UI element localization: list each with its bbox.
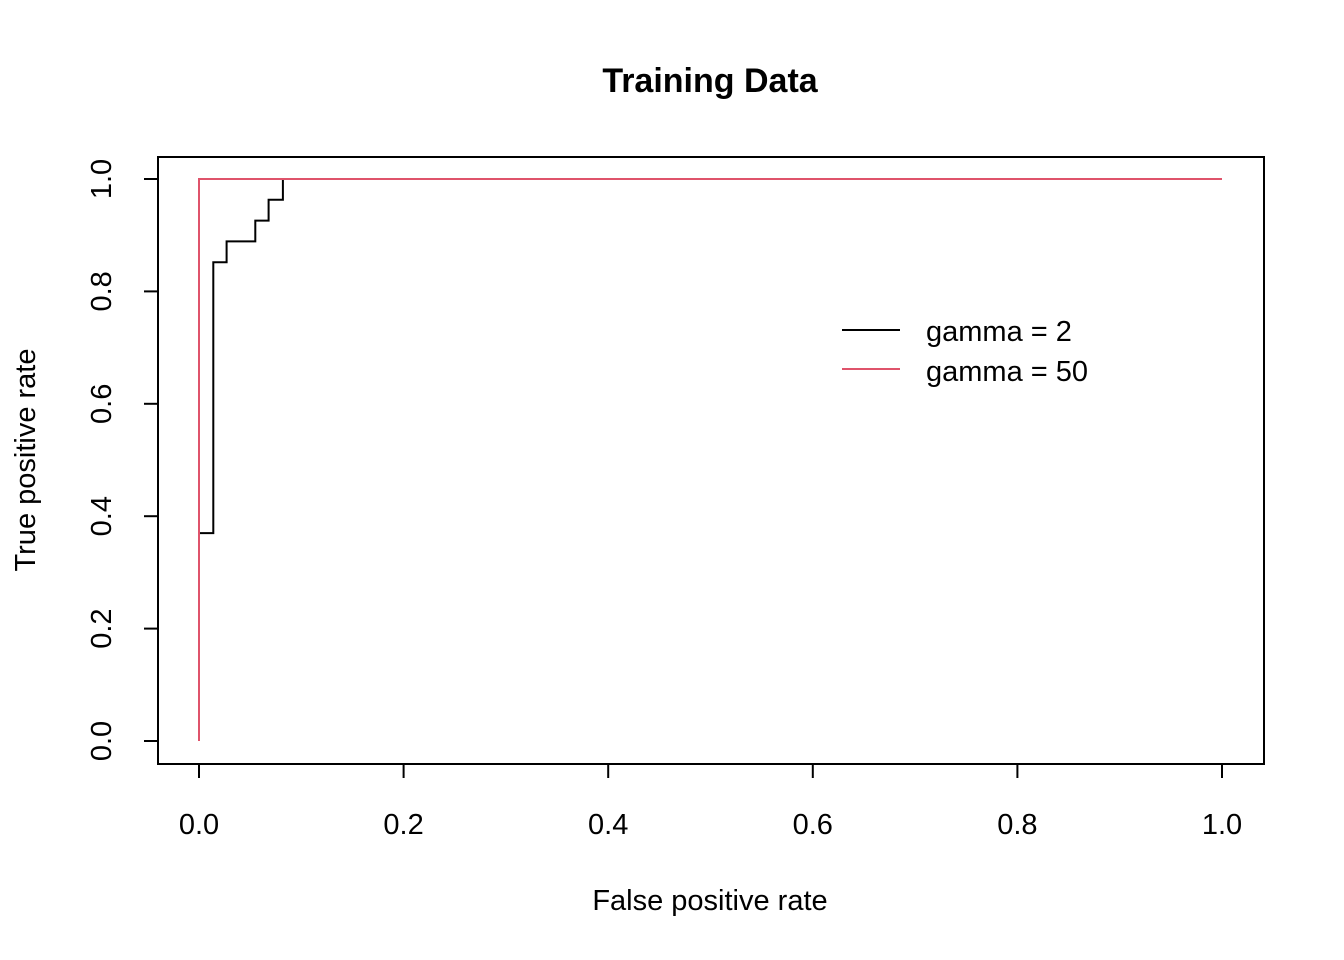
y-tick-label: 0.0 (86, 721, 118, 761)
y-tick-label: 0.6 (86, 384, 118, 424)
plot-frame (157, 156, 1265, 765)
chart-title: Training Data (602, 62, 818, 100)
y-tick-label: 0.4 (86, 496, 118, 536)
legend: gamma = 2 gamma = 50 (842, 316, 1088, 388)
y-tick-label: 0.8 (86, 271, 118, 311)
x-tick-label: 0.8 (997, 809, 1037, 841)
series-lines (198, 178, 1222, 741)
x-axis: 0.0 0.2 0.4 0.6 0.8 1.0 (179, 764, 1242, 841)
legend-label-gamma-2: gamma = 2 (926, 316, 1072, 348)
x-tick-label: 0.0 (179, 809, 219, 841)
x-tick-label: 0.4 (588, 809, 628, 841)
x-axis-label: False positive rate (592, 885, 827, 917)
series-line-0 (198, 178, 1222, 741)
y-axis: 0.0 0.2 0.4 0.6 0.8 1.0 (86, 159, 158, 761)
x-tick-label: 1.0 (1202, 809, 1242, 841)
legend-label-gamma-50: gamma = 50 (926, 356, 1088, 388)
y-axis-label: True positive rate (10, 349, 42, 572)
y-tick-label: 1.0 (86, 159, 118, 199)
y-tick-label: 0.2 (86, 608, 118, 648)
series-line-1 (198, 178, 1222, 741)
x-tick-label: 0.2 (383, 809, 423, 841)
x-tick-label: 0.6 (793, 809, 833, 841)
